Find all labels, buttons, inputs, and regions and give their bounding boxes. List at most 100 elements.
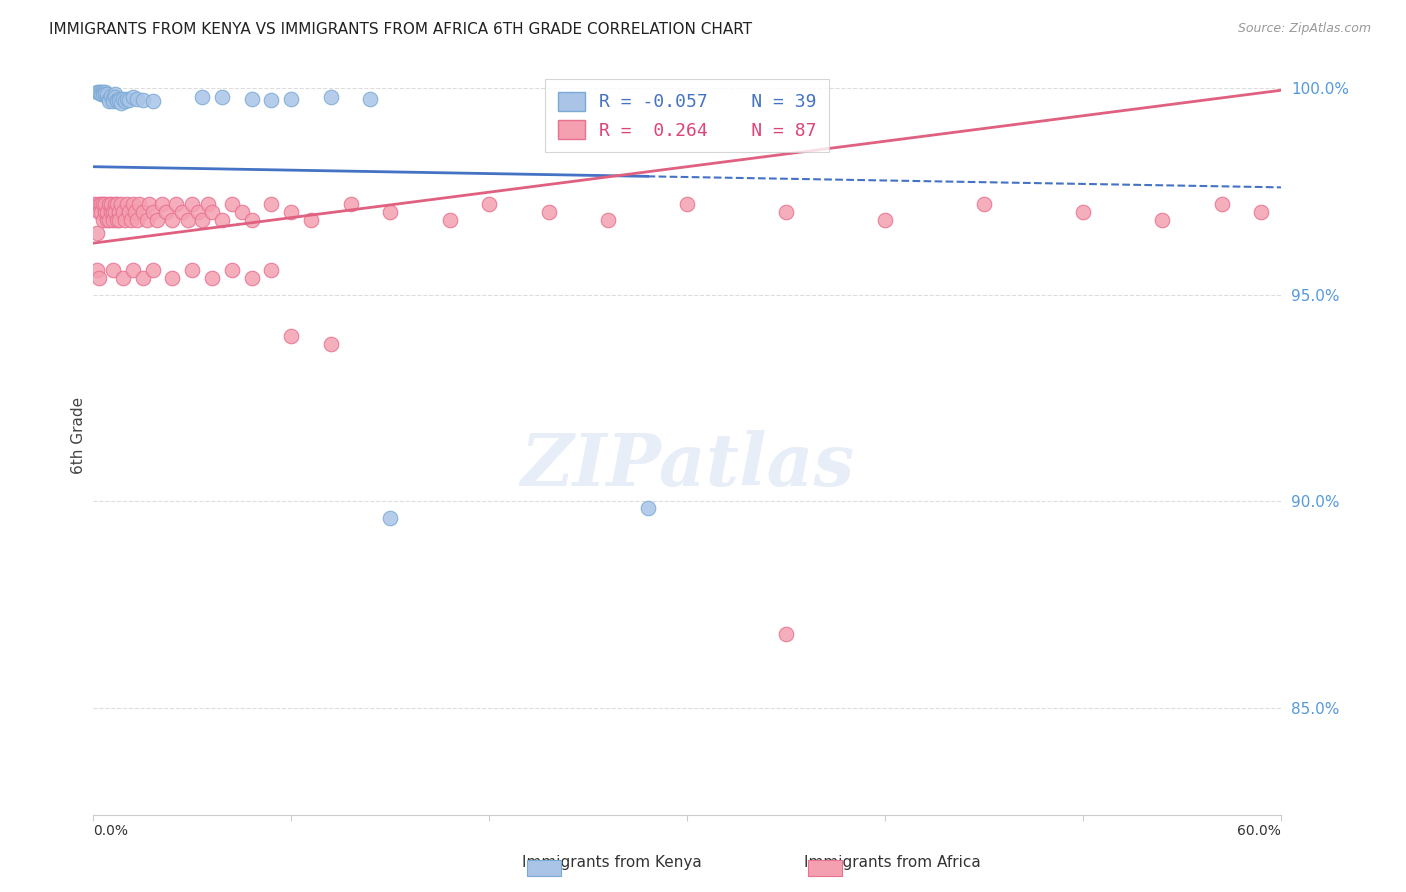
- Point: [86, 86, 108, 100]
- Point: [1152, 213, 1174, 227]
- Point: [240, 213, 263, 227]
- Point: [240, 271, 263, 285]
- Point: [172, 205, 194, 219]
- Point: [191, 213, 214, 227]
- Point: [135, 213, 157, 227]
- Point: [162, 213, 184, 227]
- Point: [121, 197, 143, 211]
- Point: [105, 213, 128, 227]
- Point: [138, 197, 160, 211]
- Point: [221, 197, 243, 211]
- Point: [98, 197, 121, 211]
- Point: [1071, 205, 1094, 219]
- Point: [98, 213, 121, 227]
- Point: [111, 205, 134, 219]
- Point: [162, 271, 184, 285]
- Point: [280, 91, 302, 105]
- Point: [118, 205, 141, 219]
- Point: [191, 90, 214, 104]
- Point: [101, 91, 124, 105]
- Point: [108, 213, 131, 227]
- Legend: R = -0.057    N = 39, R =  0.264    N = 87: R = -0.057 N = 39, R = 0.264 N = 87: [546, 79, 830, 153]
- Point: [359, 91, 381, 105]
- Point: [260, 93, 283, 107]
- Point: [1211, 197, 1233, 211]
- Point: [128, 197, 150, 211]
- Point: [89, 271, 111, 285]
- Point: [105, 95, 128, 109]
- Text: Immigrants from Kenya: Immigrants from Kenya: [522, 855, 702, 870]
- Point: [89, 197, 111, 211]
- Point: [125, 213, 148, 227]
- Point: [201, 271, 224, 285]
- Point: [240, 91, 263, 105]
- Point: [378, 511, 401, 525]
- Point: [104, 197, 127, 211]
- Point: [105, 197, 128, 211]
- Point: [91, 86, 114, 100]
- Point: [280, 329, 302, 343]
- Point: [96, 87, 118, 102]
- Point: [152, 197, 174, 211]
- Point: [96, 213, 118, 227]
- Point: [131, 271, 153, 285]
- Point: [973, 197, 995, 211]
- Point: [86, 226, 108, 240]
- Text: 60.0%: 60.0%: [1237, 823, 1281, 838]
- Point: [145, 213, 167, 227]
- Text: 0.0%: 0.0%: [93, 823, 128, 838]
- Point: [86, 263, 108, 277]
- Point: [131, 93, 153, 107]
- Point: [155, 205, 177, 219]
- Point: [90, 86, 112, 100]
- Point: [98, 91, 121, 105]
- Text: Immigrants from Africa: Immigrants from Africa: [804, 855, 981, 870]
- Text: ZIPatlas: ZIPatlas: [520, 430, 855, 501]
- Point: [439, 213, 461, 227]
- Point: [94, 205, 117, 219]
- Point: [221, 263, 243, 277]
- Point: [94, 86, 117, 100]
- Point: [197, 197, 219, 211]
- Text: IMMIGRANTS FROM KENYA VS IMMIGRANTS FROM AFRICA 6TH GRADE CORRELATION CHART: IMMIGRANTS FROM KENYA VS IMMIGRANTS FROM…: [49, 22, 752, 37]
- Point: [177, 213, 200, 227]
- Point: [120, 213, 142, 227]
- Point: [114, 95, 136, 109]
- Point: [90, 205, 112, 219]
- Point: [339, 197, 361, 211]
- Point: [98, 94, 121, 108]
- Point: [115, 91, 138, 105]
- Point: [131, 205, 153, 219]
- Point: [100, 197, 122, 211]
- Point: [111, 271, 134, 285]
- Point: [181, 263, 204, 277]
- Point: [378, 205, 401, 219]
- Point: [89, 86, 111, 100]
- Y-axis label: 6th Grade: 6th Grade: [72, 397, 86, 474]
- Point: [118, 93, 141, 107]
- Point: [101, 213, 124, 227]
- Point: [115, 197, 138, 211]
- Point: [181, 197, 204, 211]
- Point: [90, 197, 112, 211]
- Text: Source: ZipAtlas.com: Source: ZipAtlas.com: [1237, 22, 1371, 36]
- Point: [299, 213, 322, 227]
- Point: [478, 197, 501, 211]
- Point: [96, 89, 118, 103]
- Point: [101, 205, 124, 219]
- Point: [125, 91, 148, 105]
- Point: [105, 93, 128, 107]
- Point: [280, 205, 302, 219]
- Point: [121, 263, 143, 277]
- Point: [104, 205, 127, 219]
- Point: [676, 197, 699, 211]
- Point: [89, 205, 111, 219]
- Point: [108, 94, 131, 108]
- Point: [142, 263, 165, 277]
- Point: [1250, 205, 1272, 219]
- Point: [94, 197, 117, 211]
- Point: [319, 337, 342, 351]
- Point: [101, 263, 124, 277]
- Point: [231, 205, 253, 219]
- Point: [91, 213, 114, 227]
